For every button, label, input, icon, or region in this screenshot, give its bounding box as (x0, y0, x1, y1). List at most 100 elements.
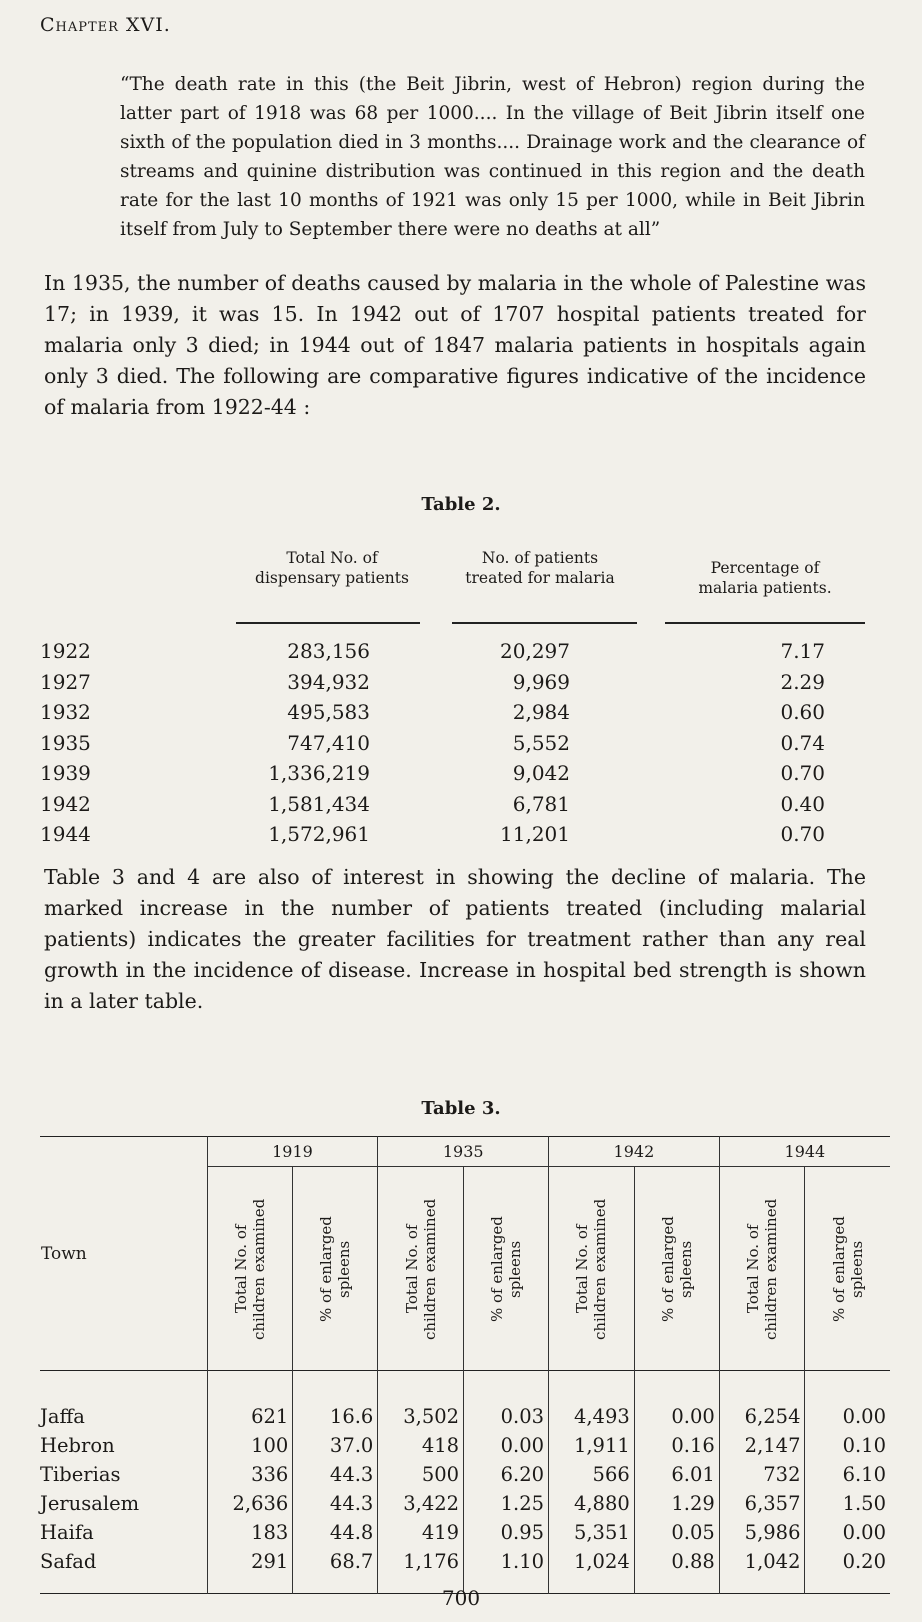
table-row: 1922 283,156 20,297 7.17 (40, 636, 870, 667)
table-2-body: 1922 283,156 20,297 7.17 1927 394,932 9,969 2.2… (40, 636, 870, 850)
value-cell: 3,422 (377, 1488, 464, 1518)
value-cell: 1.10 (463, 1546, 549, 1576)
spacer-cell (633, 1575, 720, 1594)
malaria-cell: 9,042 (512, 761, 570, 785)
table-row: 1927 394,932 9,969 2.29 (40, 667, 870, 698)
value-cell: 44.3 (292, 1488, 378, 1518)
table-2-header-malaria: No. of patients treated for malaria (465, 549, 615, 587)
table-3: Town 1919 1935 1942 1944 Total No. of child… (40, 1136, 890, 1594)
table-row: Haifa 183 44.8 419 0.95 5,351 0.05 5,986 0.00 (40, 1517, 890, 1547)
spacer-cell (206, 1575, 293, 1594)
town-cell: Hebron (40, 1433, 115, 1457)
table-row: Safad 291 68.7 1,176 1.10 1,024 0.88 1,042 0.20 (40, 1546, 890, 1576)
value-cell: 1,024 (548, 1546, 635, 1576)
table-3-title: Table 3. (421, 1098, 501, 1119)
value-cell: 6.10 (804, 1459, 890, 1489)
value-cell: 0.16 (633, 1430, 720, 1460)
dispensary-cell: 1,581,434 (268, 791, 370, 816)
value-cell: 1,042 (718, 1546, 805, 1576)
quote-block: “The death rate in this (the Beit Jibrin… (120, 74, 865, 240)
spacer-cell (718, 1575, 805, 1594)
table-row: 1939 1,336,219 9,042 0.70 (40, 758, 870, 789)
children-examined-header: Total No. of children examined (718, 1166, 805, 1371)
header-text: Total No. of children examined (402, 1197, 439, 1340)
town-cell: Haifa (40, 1520, 94, 1544)
town-cell: Safad (40, 1549, 97, 1573)
percentage-cell: 0.74 (780, 730, 825, 755)
spacer-cell (804, 1575, 890, 1594)
percent-enlarged-header: % of enlarged spleens (804, 1166, 890, 1371)
dispensary-cell: 495,583 (287, 700, 370, 724)
dispensary-cell: 1,572,961 (268, 822, 370, 846)
table-2-header-percentage: Percentage of malaria patients. (698, 559, 832, 597)
year-header: 1942 (548, 1136, 720, 1167)
dispensary-cell: 283,156 (287, 639, 370, 663)
value-cell: 6.01 (633, 1459, 720, 1489)
table-row: Tiberias 336 44.3 500 6.20 566 6.01 732 6.10 (40, 1459, 890, 1489)
table-spacer-row (40, 1575, 890, 1594)
table-row: 1942 1,581,434 6,781 0.40 (40, 789, 870, 820)
town-cell: Jerusalem (40, 1491, 140, 1515)
year-header: 1944 (718, 1136, 890, 1167)
table-2-rule (452, 622, 637, 624)
value-cell: 0.00 (804, 1517, 890, 1547)
table-row: Jerusalem 2,636 44.3 3,422 1.25 4,880 1.29 6,35… (40, 1488, 890, 1518)
value-cell: 566 (548, 1459, 635, 1489)
dispensary-cell: 1,336,219 (268, 761, 370, 785)
table-2-rule (665, 622, 865, 624)
table-2-rule (236, 622, 420, 624)
header-text: % of enlarged spleens (658, 1215, 695, 1322)
value-cell: 5,986 (718, 1517, 805, 1547)
value-cell: 2,636 (206, 1488, 293, 1518)
value-cell: 621 (206, 1370, 293, 1431)
malaria-cell: 5,552 (512, 730, 570, 755)
header-text: Total No. of children examined (231, 1197, 268, 1340)
malaria-cell: 2,984 (512, 700, 570, 724)
malaria-cell: 11,201 (500, 822, 570, 846)
value-cell: 16.6 (292, 1370, 378, 1431)
value-cell: 44.8 (292, 1517, 378, 1547)
value-cell: 291 (206, 1546, 293, 1576)
value-cell: 336 (206, 1459, 293, 1489)
children-examined-header: Total No. of children examined (548, 1166, 635, 1371)
header-text: Total No. of children examined (744, 1197, 781, 1340)
value-cell: 37.0 (292, 1430, 378, 1460)
value-cell: 418 (377, 1430, 464, 1460)
value-cell: 1,911 (548, 1430, 635, 1460)
value-cell: 0.00 (804, 1370, 890, 1431)
year-cell: 1942 (40, 791, 91, 816)
value-cell: 0.00 (463, 1430, 549, 1460)
value-cell: 0.95 (463, 1517, 549, 1547)
town-cell: Tiberias (40, 1462, 121, 1486)
table-row: Hebron 100 37.0 418 0.00 1,911 0.16 2,147 0.10 (40, 1430, 890, 1460)
paragraph-1: In 1935, the number of deaths caused by … (44, 271, 866, 419)
year-cell: 1944 (40, 822, 91, 846)
year-cell: 1935 (40, 730, 91, 755)
value-cell: 4,880 (548, 1488, 635, 1518)
page-number: 700 (441, 1586, 481, 1610)
dispensary-cell: 394,932 (287, 669, 370, 694)
value-cell: 68.7 (292, 1546, 378, 1576)
value-cell: 419 (377, 1517, 464, 1547)
value-cell: 1.25 (463, 1488, 549, 1518)
value-cell: 5,351 (548, 1517, 635, 1547)
malaria-cell: 20,297 (500, 639, 570, 663)
paragraph-2: Table 3 and 4 are also of interest in sh… (44, 865, 866, 1013)
value-cell: 0.03 (463, 1370, 549, 1431)
table-3-town-header: Town (41, 1243, 87, 1264)
percentage-cell: 0.70 (780, 822, 825, 846)
value-cell: 3,502 (377, 1370, 464, 1431)
value-cell: 732 (718, 1459, 805, 1489)
percent-enlarged-header: % of enlarged spleens (463, 1166, 549, 1371)
value-cell: 1.50 (804, 1488, 890, 1518)
value-cell: 0.10 (804, 1430, 890, 1460)
percentage-cell: 2.29 (780, 669, 825, 694)
percentage-cell: 0.70 (780, 761, 825, 785)
year-header: 1935 (377, 1136, 549, 1167)
spacer-cell (377, 1575, 464, 1594)
percentage-cell: 0.40 (780, 791, 825, 816)
header-text: Total No. of children examined (573, 1197, 610, 1340)
percentage-cell: 0.60 (780, 700, 825, 724)
dispensary-cell: 747,410 (287, 730, 370, 755)
malaria-cell: 9,969 (512, 669, 570, 694)
